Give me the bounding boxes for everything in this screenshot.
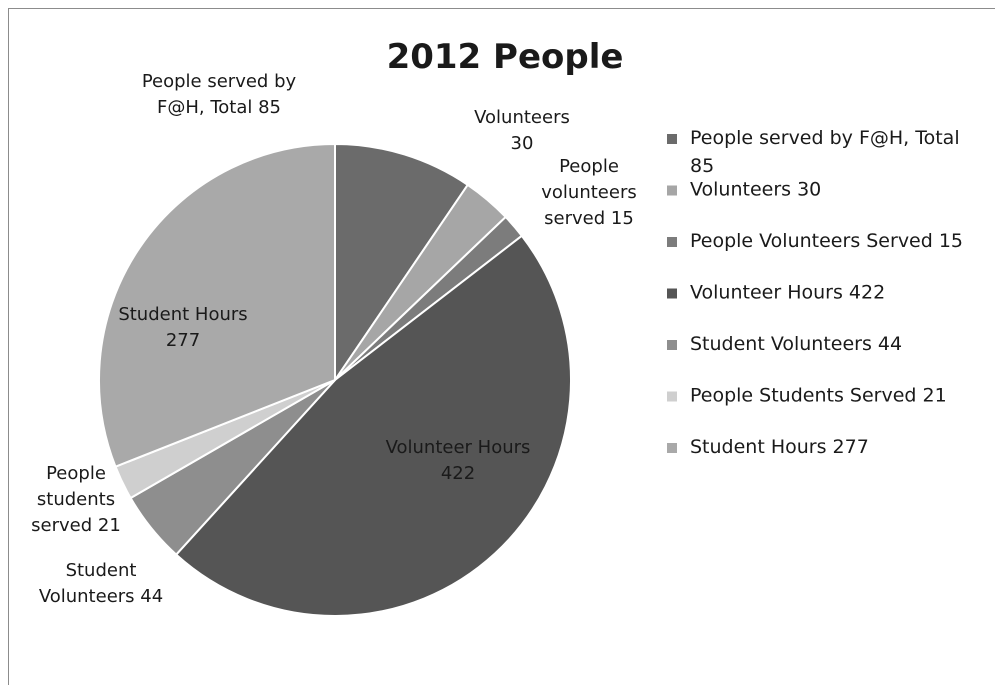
pie-slices [98,142,572,617]
chart-title: 2012 People [387,37,624,77]
slice-label-0: People served by F@H, Total 85 [142,71,297,118]
slice-label-6: Student Hours 277 [118,304,247,351]
legend-label-4: Student Volunteers 44 [690,333,902,355]
legend-label-3: Volunteer Hours 422 [690,282,885,304]
legend-swatch-2 [667,237,677,247]
legend-label-2: People Volunteers Served 15 [690,230,963,252]
legend: People served by F@H, Total 85Volunteers … [667,127,963,458]
legend-swatch-3 [667,288,677,299]
legend-label-1: Volunteers 30 [690,179,821,201]
chart-frame [8,8,995,685]
legend-label-6: Student Hours 277 [690,436,869,458]
pie-slice-3 [174,234,572,617]
legend-swatch-0 [667,134,677,144]
slice-label-4: Student Volunteers 44 [39,560,163,607]
legend-swatch-5 [667,391,677,402]
pie-slice-6 [98,142,336,468]
slice-label-1: Volunteers 30 [474,107,570,154]
legend-swatch-1 [667,185,677,196]
slice-labels: People served by F@H, Total 85 Volunteers 3… [31,71,637,607]
legend-label-0: People served by F@H, Total 85 [690,127,960,177]
pie-slice-0 [334,142,470,384]
slice-label-3: Volunteer Hours 422 [386,437,531,484]
slice-label-5: People students served 21 [31,463,121,536]
legend-label-5: People Students Served 21 [690,385,947,407]
slice-label-2: People volunteers served 15 [541,156,636,229]
legend-swatch-4 [667,340,677,350]
legend-swatch-6 [667,443,677,453]
